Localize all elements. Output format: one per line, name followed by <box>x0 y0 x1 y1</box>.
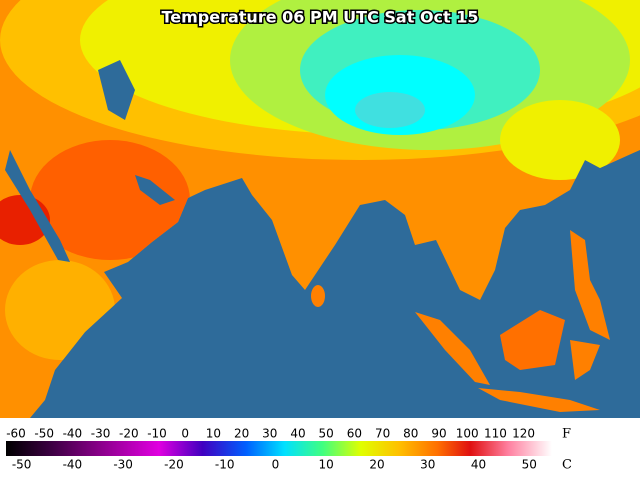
fahrenheit-label: 40 <box>290 427 305 441</box>
borneo <box>500 310 565 370</box>
fahrenheit-label: -20 <box>119 427 139 441</box>
celsius-label: 20 <box>369 458 384 472</box>
fahrenheit-label: 0 <box>181 427 189 441</box>
philippines <box>570 230 610 340</box>
java <box>478 388 600 412</box>
celsius-label: 0 <box>272 458 280 472</box>
fahrenheit-label: 10 <box>206 427 221 441</box>
fahrenheit-label: 110 <box>484 427 507 441</box>
fahrenheit-label: 20 <box>234 427 249 441</box>
celsius-label: 30 <box>420 458 435 472</box>
fahrenheit-unit: F <box>562 427 571 442</box>
fahrenheit-label: 120 <box>512 427 535 441</box>
celsius-label: -40 <box>63 458 83 472</box>
fahrenheit-label: 80 <box>403 427 418 441</box>
fahrenheit-label: 30 <box>262 427 277 441</box>
fahrenheit-label: 90 <box>431 427 446 441</box>
sumatra <box>415 312 490 385</box>
persian-gulf <box>135 175 175 205</box>
sulawesi <box>570 340 600 380</box>
red-sea <box>5 150 70 262</box>
fahrenheit-label: 100 <box>456 427 479 441</box>
fahrenheit-label: 50 <box>319 427 334 441</box>
fahrenheit-label: -50 <box>34 427 54 441</box>
celsius-label: -30 <box>113 458 133 472</box>
sri-lanka <box>311 285 325 307</box>
celsius-label: 50 <box>522 458 537 472</box>
caspian-sea <box>98 60 135 120</box>
fahrenheit-label: -10 <box>147 427 167 441</box>
map-title: Temperature 06 PM UTC Sat Oct 15 <box>161 8 478 27</box>
celsius-label: 10 <box>319 458 334 472</box>
fahrenheit-label: 70 <box>375 427 390 441</box>
fahrenheit-label: -30 <box>91 427 111 441</box>
celsius-label: -50 <box>12 458 32 472</box>
celsius-label: 40 <box>471 458 486 472</box>
celsius-unit: C <box>562 458 572 473</box>
fahrenheit-label: -60 <box>6 427 26 441</box>
celsius-label: -20 <box>164 458 184 472</box>
celsius-label: -10 <box>215 458 235 472</box>
fahrenheit-label: 60 <box>347 427 362 441</box>
color-bar <box>6 441 552 456</box>
fahrenheit-label: -40 <box>63 427 83 441</box>
